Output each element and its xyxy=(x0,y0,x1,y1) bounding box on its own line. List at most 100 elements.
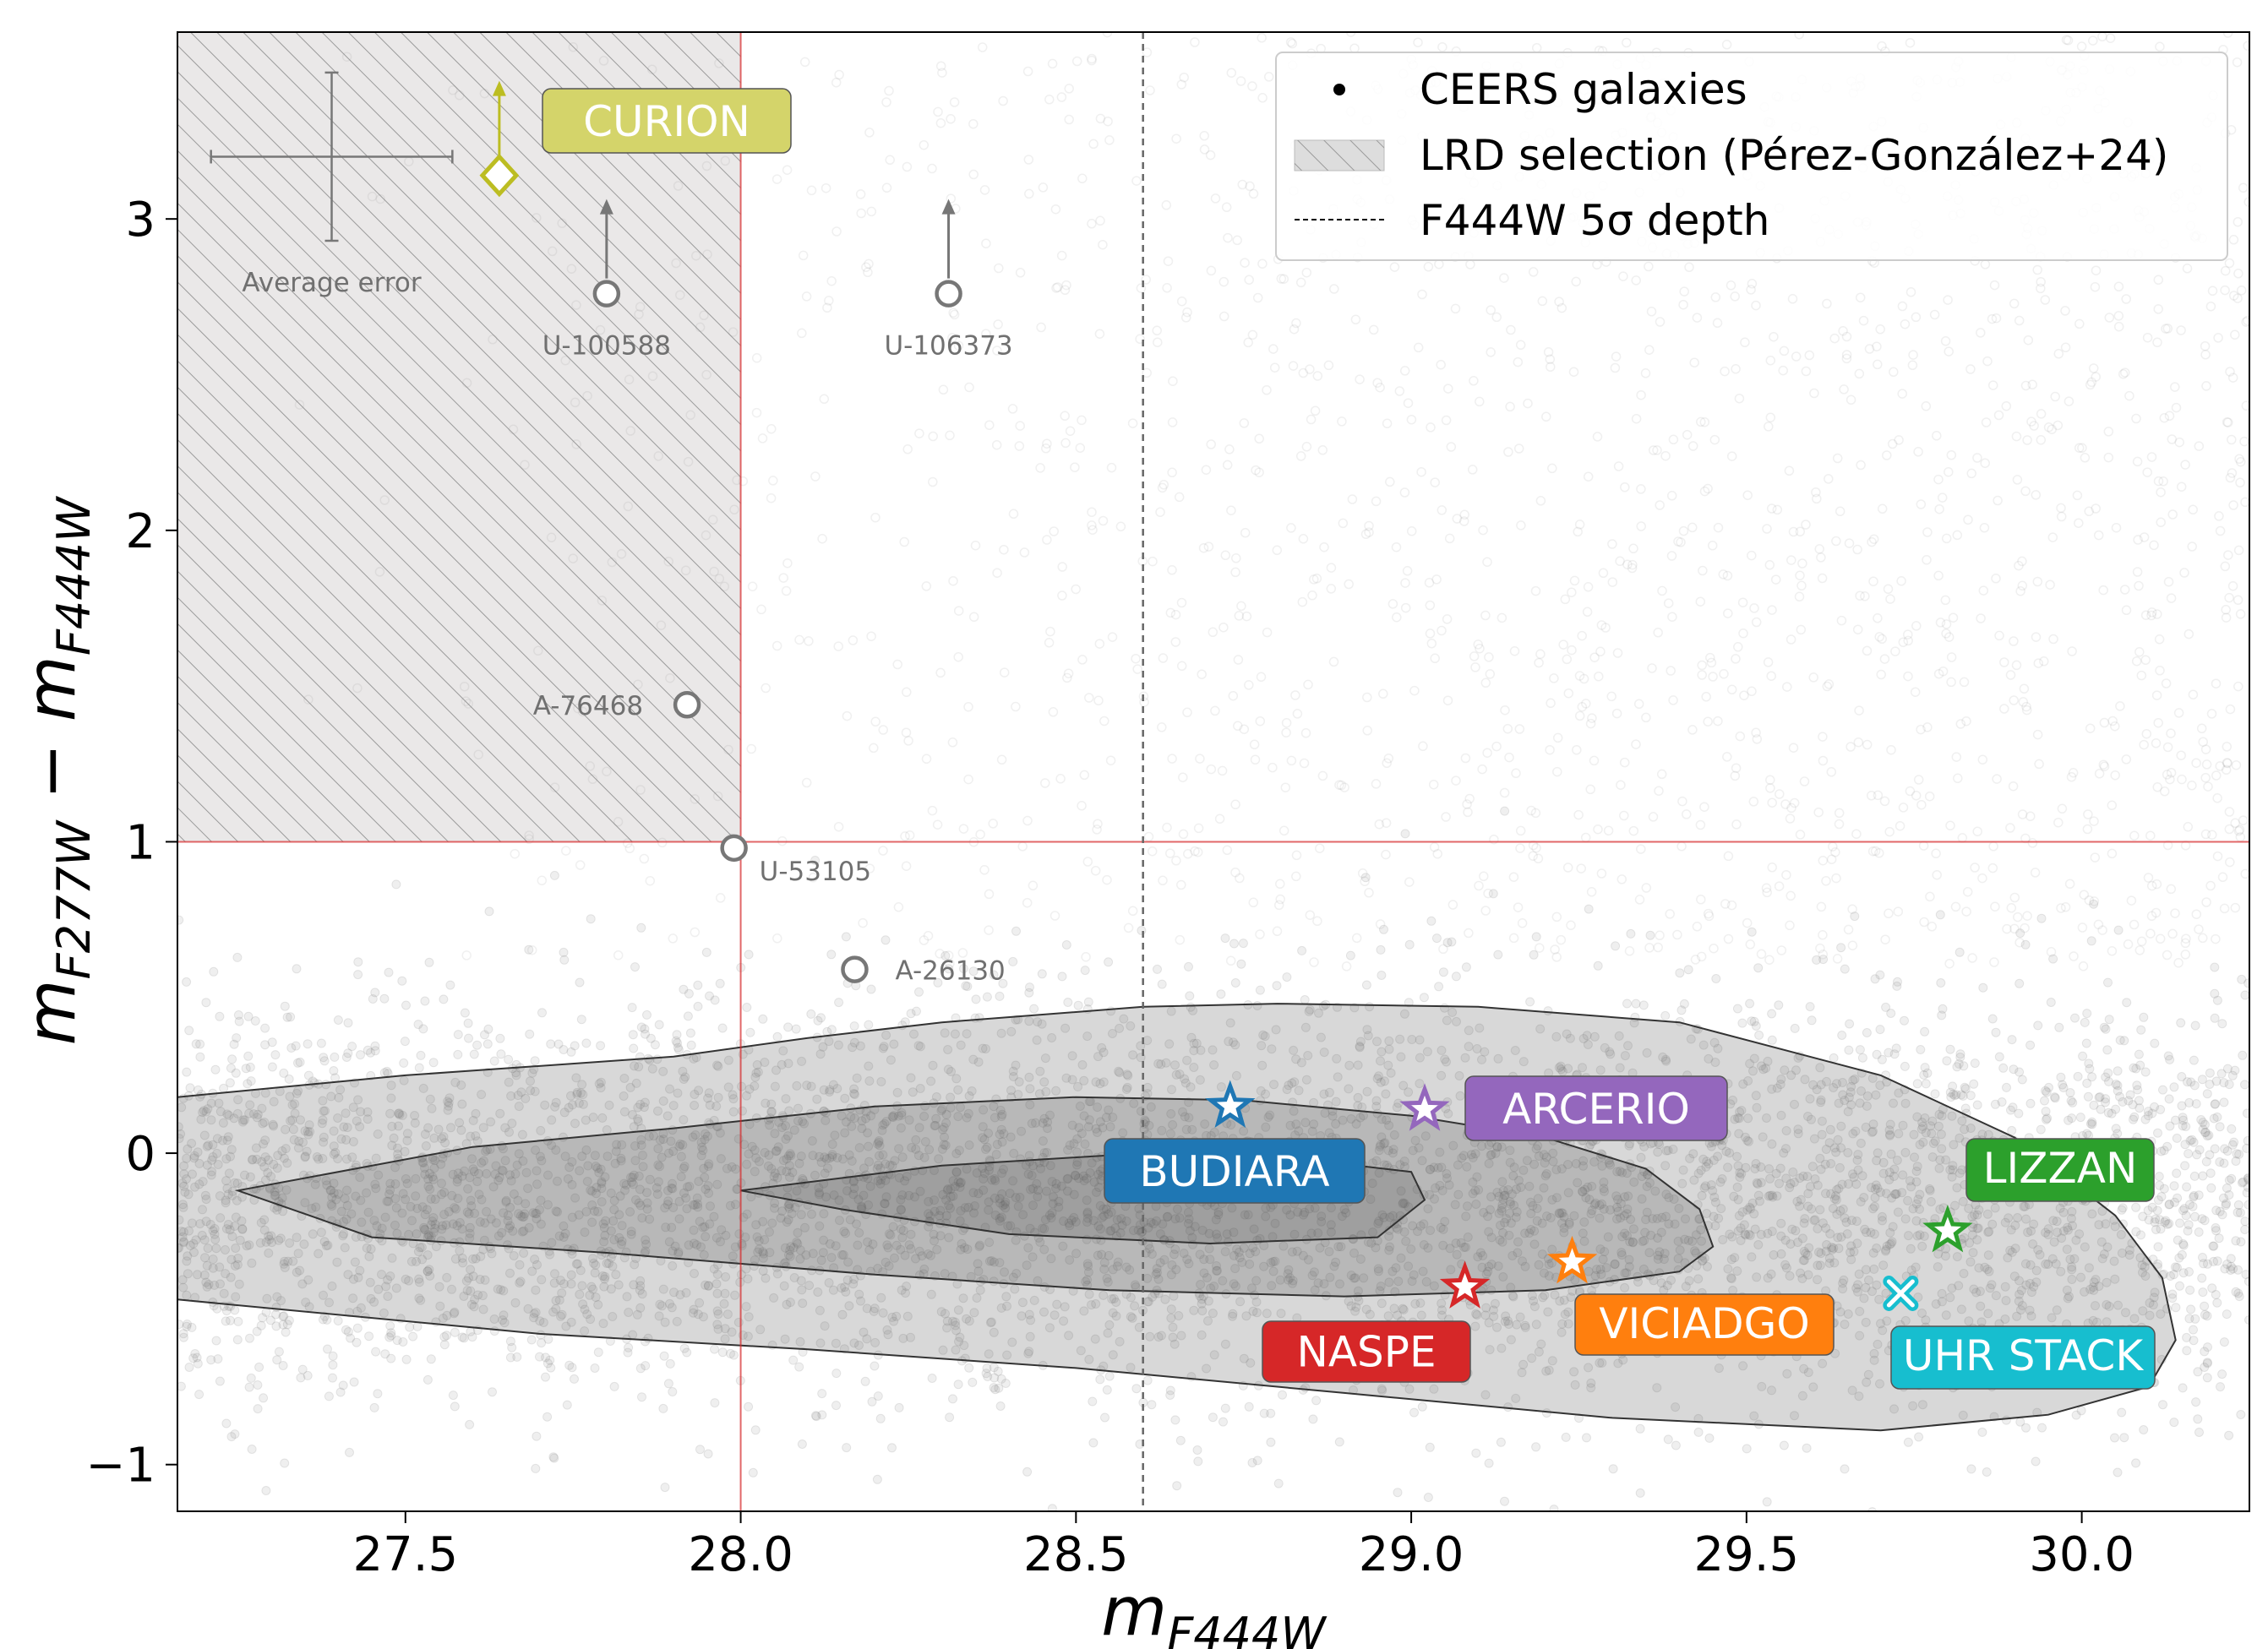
ceers-galaxy-point xyxy=(1790,1023,1800,1033)
ceers-galaxy-point xyxy=(1184,1113,1194,1123)
ceers-galaxy-point xyxy=(1635,1423,1645,1434)
ceers-galaxy-point xyxy=(1853,1165,1863,1175)
ceers-galaxy-point xyxy=(1583,1040,1593,1049)
ceers-galaxy-point xyxy=(1884,1167,1895,1178)
ceers-galaxy-point xyxy=(408,1331,418,1342)
ceers-galaxy-point xyxy=(2216,1069,2227,1079)
ceers-galaxy-point xyxy=(2175,1281,2184,1291)
ceers-galaxy-point xyxy=(673,1042,683,1053)
ceers-galaxy-point xyxy=(349,1377,359,1387)
ceers-galaxy-point xyxy=(369,1402,379,1412)
ceers-galaxy-point xyxy=(1500,1496,1509,1506)
ceers-galaxy-point xyxy=(663,1379,673,1389)
ceers-galaxy-point xyxy=(1747,927,1757,937)
ceers-galaxy-point xyxy=(1244,1401,1254,1412)
ceers-galaxy-point xyxy=(2119,1036,2129,1046)
ceers-galaxy-point xyxy=(439,994,449,1004)
ceers-galaxy-point xyxy=(1165,1385,1175,1396)
ceers-galaxy-point xyxy=(2087,1117,2097,1127)
ceers-galaxy-point xyxy=(1484,1458,1494,1468)
ceers-galaxy-point xyxy=(1400,829,1410,839)
ceers-galaxy-point xyxy=(1152,1216,1162,1226)
ceers-galaxy-point xyxy=(1836,1143,1846,1153)
ceers-galaxy-point xyxy=(1997,1097,2007,1107)
ceers-galaxy-point xyxy=(1230,978,1240,988)
ceers-galaxy-point xyxy=(1039,1224,1049,1234)
ceers-galaxy-point xyxy=(2172,1168,2182,1178)
ceers-galaxy-point xyxy=(875,1413,886,1423)
ceers-galaxy-point xyxy=(178,1332,188,1342)
ceers-galaxy-point xyxy=(1903,1437,1913,1447)
ceers-galaxy-point xyxy=(226,1272,236,1282)
ceers-galaxy-point xyxy=(1119,1014,1129,1024)
ceers-galaxy-point xyxy=(2169,1082,2179,1092)
ceers-galaxy-point xyxy=(2103,1068,2113,1078)
ceers-galaxy-point xyxy=(213,1160,223,1169)
ceers-galaxy-point xyxy=(418,1083,428,1093)
ceers-galaxy-point xyxy=(182,977,192,987)
ceers-galaxy-point xyxy=(2174,1253,2184,1263)
ceers-galaxy-point xyxy=(1184,961,1193,971)
ceers-galaxy-point xyxy=(1147,1400,1157,1410)
ceers-galaxy-point xyxy=(192,1352,202,1363)
ceers-galaxy-point xyxy=(1838,1090,1848,1100)
ceers-galaxy-point xyxy=(1484,1158,1494,1168)
ceers-galaxy-point xyxy=(251,1143,261,1153)
ceers-galaxy-point xyxy=(1912,1079,1922,1089)
ceers-galaxy-point xyxy=(820,1321,830,1331)
ceers-galaxy-point xyxy=(1372,1074,1382,1084)
ceers-galaxy-point xyxy=(329,1066,339,1075)
ceers-galaxy-point xyxy=(665,1543,673,1552)
ceers-galaxy-point xyxy=(215,1011,225,1021)
ceers-galaxy-point xyxy=(2031,1456,2041,1467)
ceers-galaxy-point xyxy=(1808,1080,1818,1090)
ceers-galaxy-point xyxy=(2054,1022,2064,1032)
ceers-galaxy-point xyxy=(1955,947,1965,957)
ceers-galaxy-point xyxy=(428,1174,439,1184)
ceers-galaxy-point xyxy=(2226,1261,2236,1271)
ceers-galaxy-point xyxy=(1255,985,1265,995)
ceers-galaxy-point xyxy=(2143,1205,2153,1216)
ceers-galaxy-point xyxy=(1875,1025,1885,1035)
ceers-galaxy-point xyxy=(1417,1401,1427,1412)
ceers-galaxy-point xyxy=(261,1486,271,1495)
ceers-galaxy-point xyxy=(989,1383,999,1393)
ceers-galaxy-point xyxy=(2178,1121,2188,1131)
ceers-galaxy-point xyxy=(1216,989,1226,999)
ceers-galaxy-point xyxy=(191,1235,201,1245)
ceers-galaxy-point xyxy=(1767,1009,1777,1019)
ceers-galaxy-point xyxy=(768,1178,778,1189)
ceers-galaxy-point xyxy=(253,1380,263,1390)
ceers-galaxy-point xyxy=(2153,1128,2162,1138)
ceers-galaxy-point xyxy=(1582,1433,1591,1443)
ceers-galaxy-point xyxy=(1772,1083,1782,1093)
ceers-galaxy-point xyxy=(426,1354,436,1364)
ceers-galaxy-point xyxy=(1869,1348,1879,1358)
ceers-galaxy-point xyxy=(1606,1537,1614,1545)
ceers-galaxy-point xyxy=(1529,1302,1540,1312)
ceers-galaxy-point xyxy=(2211,1223,2221,1233)
ceers-galaxy-point xyxy=(293,1143,303,1153)
ceers-galaxy-point xyxy=(636,922,646,933)
ceers-galaxy-point xyxy=(2198,1171,2208,1181)
ceers-galaxy-point xyxy=(2065,1254,2075,1265)
ceers-galaxy-point xyxy=(841,1287,851,1297)
ceers-galaxy-point xyxy=(658,1284,668,1294)
ceers-galaxy-point xyxy=(2101,1097,2110,1107)
ceers-galaxy-point xyxy=(2240,1225,2249,1234)
ceers-galaxy-point xyxy=(1355,1042,1365,1051)
ceers-galaxy-point xyxy=(238,1115,248,1125)
ceers-galaxy-point xyxy=(1179,1249,1189,1259)
ceers-galaxy-point xyxy=(887,1443,897,1453)
ceers-galaxy-point xyxy=(1732,1004,1742,1014)
ceers-galaxy-point xyxy=(1470,1321,1480,1331)
ceers-galaxy-point xyxy=(2211,1076,2222,1086)
ceers-galaxy-point xyxy=(2176,1018,2186,1028)
ceers-galaxy-point xyxy=(717,1023,728,1033)
ceers-galaxy-point xyxy=(324,1391,334,1401)
ceers-galaxy-point xyxy=(807,1136,817,1146)
ceers-galaxy-point xyxy=(1208,1412,1218,1423)
ceers-galaxy-point xyxy=(2198,1287,2208,1298)
ceers-galaxy-point xyxy=(1994,1052,2004,1062)
